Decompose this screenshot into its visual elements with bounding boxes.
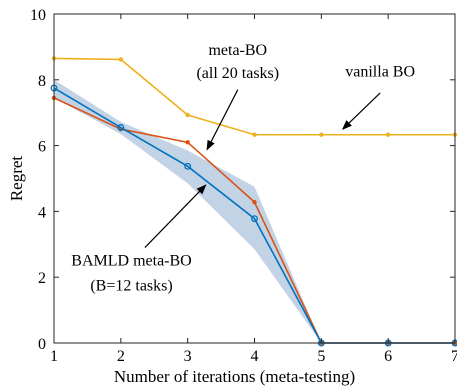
- y-tick-label: 4: [38, 204, 46, 221]
- x-tick-label: 7: [451, 348, 457, 365]
- y-tick-label: 0: [38, 336, 46, 353]
- vanilla-bo-point: [319, 132, 324, 137]
- y-tick-label: 10: [30, 7, 46, 24]
- y-tick-label: 8: [38, 73, 46, 90]
- meta-bo-label-text: (all 20 tasks): [196, 65, 279, 82]
- bamld-meta-bo-band: [54, 79, 455, 344]
- vanilla-bo-point: [118, 57, 124, 62]
- y-axis-label: Regret: [7, 156, 26, 202]
- meta-bo-label-arrow: [206, 89, 239, 151]
- bamld-label-text: BAMLD meta-BO: [71, 253, 191, 270]
- meta-bo-point: [252, 199, 257, 205]
- vanilla-bo-point: [252, 132, 257, 137]
- annotations: meta-BO (all 20 tasks) vanilla BO BAMLD met…: [71, 42, 415, 294]
- vanilla-bo-label-text: vanilla BO: [345, 64, 415, 81]
- bamld-meta-bo-point: [251, 215, 258, 223]
- x-tick-label: 2: [117, 348, 125, 365]
- x-tick-label: 5: [317, 348, 325, 365]
- meta-bo-point: [185, 140, 190, 145]
- x-tick-label: 3: [184, 348, 192, 365]
- vanilla-bo-label: vanilla BO: [342, 64, 415, 130]
- x-tick-label: 4: [251, 348, 259, 365]
- bamld-label-arrow: [144, 184, 207, 249]
- series-layer: [50, 56, 457, 347]
- meta-bo-label: meta-BO (all 20 tasks): [196, 42, 279, 151]
- x-tick-label: 6: [384, 348, 392, 365]
- confidence-band-layer: [54, 79, 455, 344]
- bamld-label-text: (B=12 tasks): [90, 277, 172, 294]
- bamld-meta-bo-point: [184, 162, 192, 170]
- bamld-meta-bo-point: [117, 124, 125, 131]
- vanilla-bo-point: [185, 112, 190, 118]
- axis-ticks: 1 2 3 4 5 6 7 0 2 4 6 8 10: [30, 7, 457, 365]
- x-tick-label: 1: [50, 348, 58, 365]
- meta-bo-label-text: meta-BO: [208, 42, 267, 59]
- y-tick-label: 6: [38, 139, 46, 156]
- vanilla-bo-point: [385, 132, 391, 137]
- x-axis-label: Number of iterations (meta-testing): [114, 367, 355, 386]
- vanilla-bo-label-arrow: [342, 92, 381, 130]
- y-tick-label: 2: [38, 270, 46, 287]
- bamld-label: BAMLD meta-BO (B=12 tasks): [71, 184, 207, 294]
